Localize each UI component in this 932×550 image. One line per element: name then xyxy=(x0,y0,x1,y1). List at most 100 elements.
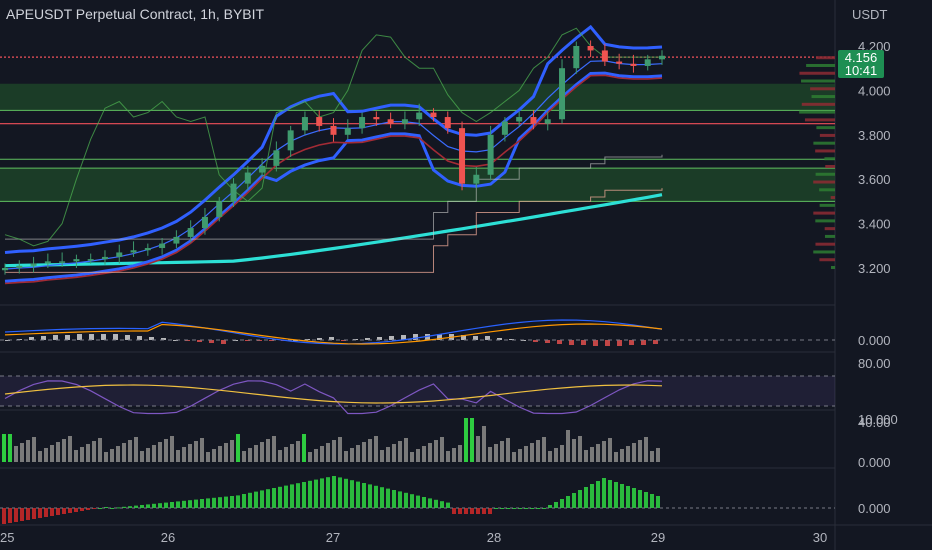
macd-histogram-bar xyxy=(5,340,10,341)
oscillator-bar xyxy=(92,508,96,509)
oscillator-bar xyxy=(614,482,618,508)
oscillator-bar xyxy=(368,484,372,508)
volume-profile-bar xyxy=(801,102,835,106)
volume-bar xyxy=(254,445,258,462)
volume-bar xyxy=(602,441,606,462)
macd-histogram-bar xyxy=(149,337,154,340)
oscillator-bar xyxy=(128,506,132,508)
volume-bar xyxy=(572,439,576,462)
volume-bar xyxy=(506,438,510,462)
oscillator-bar xyxy=(50,508,54,516)
candle-body xyxy=(287,130,294,151)
volume-profile-bar xyxy=(819,258,835,262)
volume-profile-bar xyxy=(801,79,835,83)
oscillator-bar xyxy=(416,495,420,508)
oscillator-bar xyxy=(302,482,306,508)
volume-bar xyxy=(422,446,426,462)
volume-bar xyxy=(626,446,630,462)
oscillator-bar xyxy=(392,490,396,508)
oscillator-bar xyxy=(80,508,84,511)
candle-body xyxy=(401,119,408,124)
rsi-tick-label: 40.00 xyxy=(858,415,891,430)
oscillator-bar xyxy=(56,508,60,515)
volume-bar xyxy=(86,444,90,462)
oscillator-bar xyxy=(464,508,468,514)
oscillator-bar xyxy=(656,496,660,508)
macd-histogram-bar xyxy=(137,336,142,340)
candle-body xyxy=(101,256,108,260)
volume-profile-bar xyxy=(811,95,835,99)
volume-profile-bar xyxy=(813,250,835,254)
macd-line xyxy=(4,319,663,345)
candle-body xyxy=(601,50,608,62)
oscillator-bar xyxy=(344,478,348,508)
candle-body xyxy=(459,128,466,184)
volume-bar xyxy=(92,441,96,462)
candle-body xyxy=(630,63,637,66)
macd-histogram-bar xyxy=(161,338,166,340)
oscillator-bar xyxy=(122,506,126,508)
oscillator-bar xyxy=(482,508,486,514)
macd-histogram-bar xyxy=(173,340,178,341)
time-tick-label: 30 xyxy=(813,530,827,545)
oscillator-bar xyxy=(548,505,552,508)
oscillator-bar xyxy=(602,478,606,508)
oscillator-bar xyxy=(530,508,534,509)
volume-bar xyxy=(434,440,438,462)
volume-profile-bar xyxy=(799,110,835,114)
oscillator-bar xyxy=(542,508,546,509)
volume-profile-bar xyxy=(819,133,835,137)
volume-bar xyxy=(326,443,330,462)
macd-histogram-bar xyxy=(581,340,586,345)
oscillator-bar xyxy=(188,500,192,508)
oscillator-bar xyxy=(176,501,180,508)
volume-bar xyxy=(128,440,132,462)
volume-profile-bar xyxy=(815,149,835,153)
oscillator-bar xyxy=(194,499,198,508)
macd-histogram-bar xyxy=(617,340,622,346)
volume-bar xyxy=(218,446,222,462)
volume-bar xyxy=(404,438,408,462)
macd-histogram-bar xyxy=(245,340,250,341)
macd-histogram-bar xyxy=(209,340,214,343)
oscillator-bar xyxy=(380,487,384,508)
volume-bar xyxy=(224,443,228,462)
candle-body xyxy=(2,268,8,271)
oscillator-bar xyxy=(560,499,564,508)
volume-bar xyxy=(26,440,30,462)
volume-bar xyxy=(38,451,42,462)
candle-body xyxy=(359,117,366,129)
volume-bar xyxy=(212,449,216,462)
volume-bar xyxy=(116,446,120,462)
price-tick-label: 3.600 xyxy=(858,172,891,187)
oscillator-bar xyxy=(404,492,408,508)
oscillator-bar xyxy=(524,508,528,509)
time-tick-label: 27 xyxy=(326,530,340,545)
volume-profile-bar xyxy=(824,157,835,161)
volume-bar xyxy=(146,448,150,462)
volume-bar xyxy=(548,451,552,462)
oscillator-bar xyxy=(314,479,318,508)
candle-body xyxy=(244,172,251,184)
candle-body xyxy=(216,201,223,217)
oscillator-bar xyxy=(248,492,252,508)
volume-bar xyxy=(134,437,138,462)
volume-profile-bar xyxy=(819,203,835,207)
oscillator-bar xyxy=(266,489,270,508)
oscillator-bar xyxy=(554,502,558,508)
oscillator-bar xyxy=(278,486,282,508)
macd-histogram-bar xyxy=(485,336,490,340)
macd-histogram-bar xyxy=(473,336,478,340)
macd-histogram-bar xyxy=(569,340,574,345)
volume-bar xyxy=(176,450,180,462)
volume-bar xyxy=(278,450,282,462)
volume-profile-bar xyxy=(810,87,835,91)
volume-bar xyxy=(530,443,534,462)
volume-bar xyxy=(356,445,360,462)
candle-body xyxy=(259,165,266,173)
volume-bar xyxy=(482,426,486,462)
macd-histogram-bar xyxy=(113,334,118,340)
volume-bar xyxy=(416,449,420,462)
volume-bar xyxy=(188,444,192,462)
